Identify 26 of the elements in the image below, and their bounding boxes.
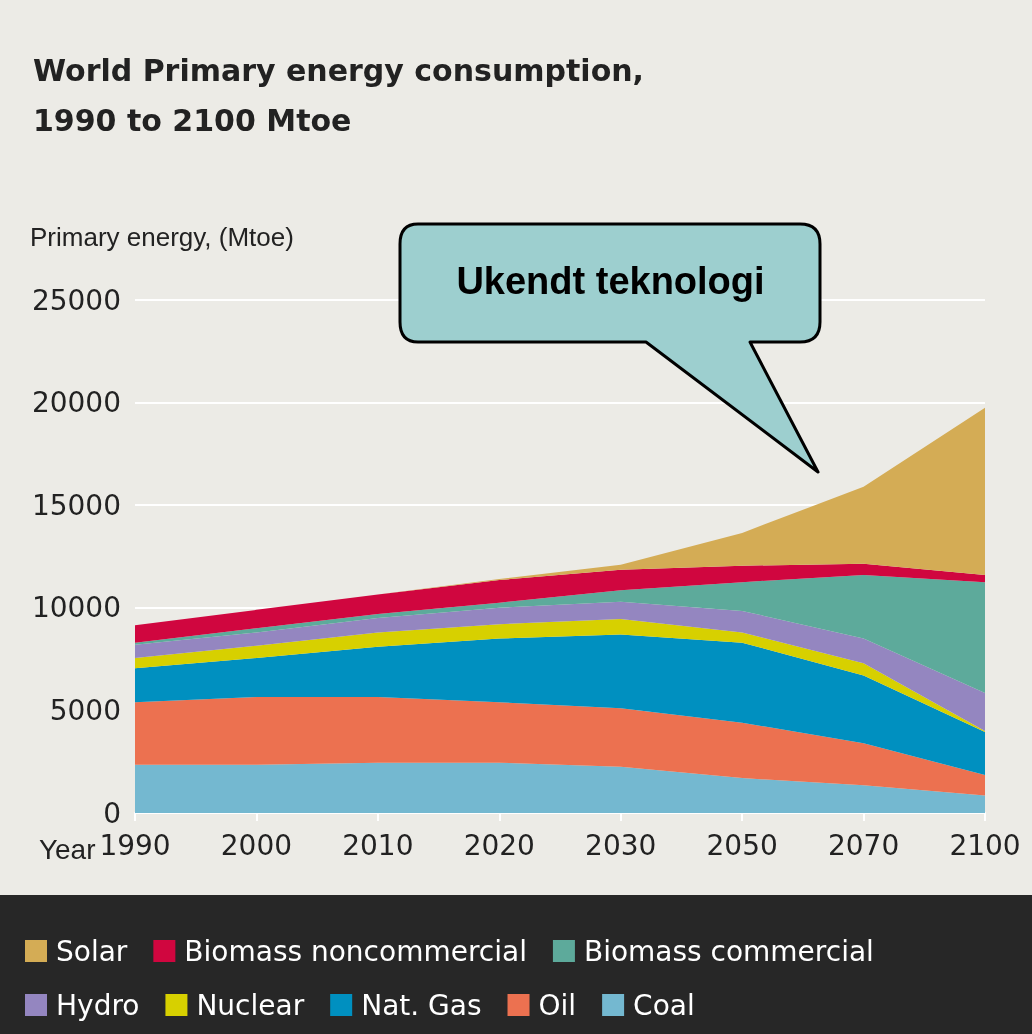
y-tick-label: 5000 <box>49 693 121 727</box>
x-tick-label: 1990 <box>99 828 171 862</box>
x-tick-label: 2030 <box>585 828 657 862</box>
legend-label: Biomass noncommercial <box>184 934 527 968</box>
y-tick-label: 0 <box>103 796 121 830</box>
legend-label: Nuclear <box>196 988 305 1022</box>
y-tick-label: 15000 <box>31 488 121 522</box>
legend-label: Hydro <box>56 988 140 1022</box>
x-tick-label: 2100 <box>949 828 1021 862</box>
x-tick-label: 2070 <box>827 828 900 862</box>
x-tick-label: 2000 <box>220 828 293 862</box>
x-tick-label: 2050 <box>706 828 778 862</box>
annotation: Ukendt teknologi <box>455 260 766 303</box>
y-tick-label: 25000 <box>31 283 121 317</box>
x-axis-title: Year <box>38 833 96 865</box>
chart-title: World Primary energy consumption, 1990 to 2100 Mtoe <box>33 52 655 138</box>
legend-label: Biomass commercial <box>583 934 874 968</box>
legend-label: Nat. Gas <box>361 988 482 1022</box>
y-tick-label: 20000 <box>31 386 121 420</box>
legend-label: Coal <box>633 988 695 1022</box>
legend-label: Oil <box>538 988 577 1022</box>
y-tick-label: 10000 <box>31 591 121 625</box>
legend-label: Solar <box>56 934 128 968</box>
y-axis-title: Primary energy, (Mtoe) <box>30 222 294 252</box>
x-tick-label: 2020 <box>463 828 535 862</box>
x-tick-label: 2010 <box>342 828 414 862</box>
